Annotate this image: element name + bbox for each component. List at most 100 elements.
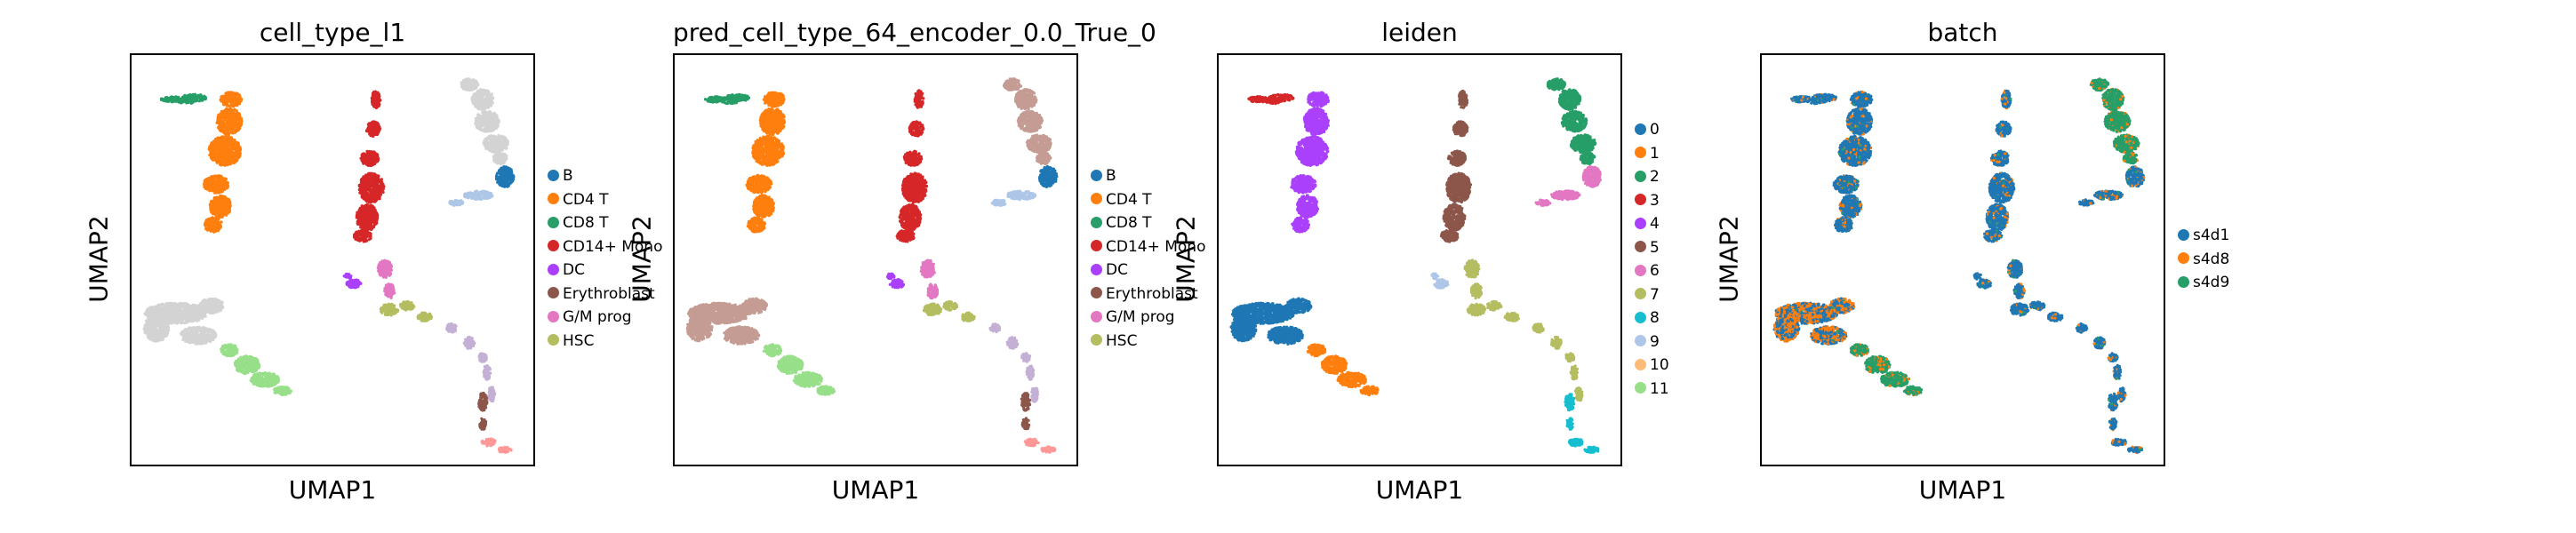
cell-point xyxy=(198,314,202,317)
cell-point xyxy=(219,225,222,228)
cell-point xyxy=(219,158,222,162)
cell-point xyxy=(220,195,223,198)
cell-point xyxy=(185,305,188,308)
cell-point xyxy=(235,123,238,126)
cell-point xyxy=(220,143,225,147)
cell-point xyxy=(239,97,243,100)
cell-point xyxy=(219,304,222,307)
cell-point xyxy=(147,332,150,336)
cell-point xyxy=(227,104,230,107)
cell-point xyxy=(206,299,210,303)
cell-point xyxy=(276,378,280,383)
cell-point xyxy=(243,359,247,362)
cell-point xyxy=(279,393,283,396)
cell-point xyxy=(209,155,213,159)
cell-point xyxy=(185,313,188,316)
cell-point xyxy=(216,115,220,119)
cell-point xyxy=(219,187,222,191)
cell-point xyxy=(188,330,192,334)
cell-point xyxy=(228,146,232,149)
cell-point xyxy=(217,206,221,210)
cell-point xyxy=(197,327,201,330)
cell-point xyxy=(226,150,229,154)
cell-point xyxy=(212,303,215,306)
cell-point xyxy=(163,306,166,310)
cell-point xyxy=(235,109,238,113)
cell-point xyxy=(285,386,289,391)
cell-point xyxy=(372,151,377,155)
cell-point xyxy=(361,155,364,159)
cell-point xyxy=(237,125,241,130)
cell-point xyxy=(189,101,193,105)
cell-point xyxy=(204,219,208,223)
cell-point xyxy=(210,178,213,182)
cell-point xyxy=(152,314,156,317)
cell-point xyxy=(237,155,241,159)
cell-point xyxy=(150,328,154,331)
cell-point xyxy=(232,161,236,165)
cell-point xyxy=(204,182,208,186)
cell-point xyxy=(215,306,219,309)
cell-point xyxy=(184,328,188,331)
cell-point xyxy=(286,392,290,395)
cell-point xyxy=(220,120,223,124)
cell-point xyxy=(193,307,196,311)
cell-point xyxy=(144,313,148,316)
cell-point xyxy=(222,212,226,216)
cell-point xyxy=(235,157,238,161)
cell-point xyxy=(209,184,212,187)
cell-point xyxy=(218,125,221,129)
cell-point xyxy=(212,228,215,232)
cell-point xyxy=(271,372,275,376)
cell-point xyxy=(217,218,220,221)
cell-point xyxy=(220,95,223,99)
cell-point xyxy=(188,314,191,317)
cell-point xyxy=(186,95,190,99)
cluster-mono xyxy=(352,149,386,243)
cell-point xyxy=(224,131,228,134)
cell-point xyxy=(200,305,204,308)
cell-point xyxy=(234,147,237,151)
cell-point xyxy=(230,345,234,348)
cell-point xyxy=(184,321,188,324)
cell-point xyxy=(150,322,155,326)
cell-point xyxy=(162,327,166,330)
cell-point xyxy=(376,156,380,160)
cell-point xyxy=(160,98,164,102)
cell-point xyxy=(156,313,159,317)
cell-point xyxy=(276,391,280,394)
cell-point xyxy=(221,110,225,114)
cell-point xyxy=(372,154,376,157)
cell-point xyxy=(199,302,203,306)
cell-point xyxy=(173,302,177,306)
cell-point xyxy=(204,301,207,305)
cell-point xyxy=(370,152,373,155)
cell-point xyxy=(158,328,162,331)
cell-point xyxy=(144,328,148,331)
cell-point xyxy=(158,315,162,319)
cell-point xyxy=(236,153,239,156)
cell-point xyxy=(225,93,228,97)
cell-point xyxy=(213,158,217,162)
cell-point xyxy=(217,114,220,117)
cell-point xyxy=(193,330,196,334)
cell-point xyxy=(189,93,193,97)
cell-point xyxy=(211,187,214,191)
cell-point xyxy=(202,327,205,330)
cell-point xyxy=(249,363,252,367)
cell-point xyxy=(168,98,172,101)
cell-point xyxy=(224,354,228,357)
cell-point xyxy=(144,323,148,328)
cell-point xyxy=(217,179,220,183)
cell-point xyxy=(228,107,231,111)
cell-point xyxy=(215,222,220,226)
cell-point xyxy=(252,377,255,380)
cell-point xyxy=(189,337,193,340)
cell-point xyxy=(200,338,204,342)
cell-point xyxy=(154,307,158,311)
cell-point xyxy=(226,211,229,214)
cell-point xyxy=(242,355,246,359)
cell-point xyxy=(157,304,161,307)
cell-point xyxy=(216,183,220,187)
cell-point xyxy=(180,100,184,104)
